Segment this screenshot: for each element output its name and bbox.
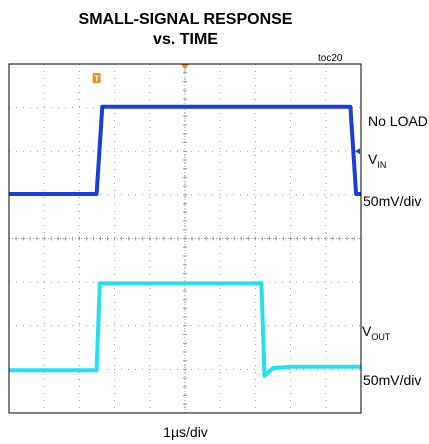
vout-label: VOUT xyxy=(362,323,391,342)
trigger-marker-label: T xyxy=(94,75,99,84)
vin-label: VIN xyxy=(368,151,387,170)
scope-markers: T xyxy=(92,64,360,155)
trigger-marker xyxy=(92,73,101,83)
chart-title-line2: vs. TIME xyxy=(153,31,218,48)
chart-title-line1: SMALL-SIGNAL RESPONSE xyxy=(78,11,293,28)
trigger-position-marker xyxy=(181,64,189,70)
vin-label-subscript: IN xyxy=(377,160,387,170)
time-scale-label: 1µs/div xyxy=(163,424,208,440)
vout-scale-label: 50mV/div xyxy=(363,372,422,388)
trace-vin xyxy=(9,104,361,196)
scope-traces xyxy=(9,104,361,378)
plot-frame xyxy=(8,63,362,414)
vout-label-main: V xyxy=(362,323,372,339)
trace-vout xyxy=(9,281,361,378)
scope-grid xyxy=(8,63,362,414)
figure-id: toc20 xyxy=(318,53,343,64)
load-condition-label: No LOAD xyxy=(368,113,428,129)
vout-label-subscript: OUT xyxy=(371,332,391,342)
vin-scale-label: 50mV/div xyxy=(363,193,422,209)
vin-label-main: V xyxy=(368,151,378,167)
vin-level-marker xyxy=(355,148,360,155)
